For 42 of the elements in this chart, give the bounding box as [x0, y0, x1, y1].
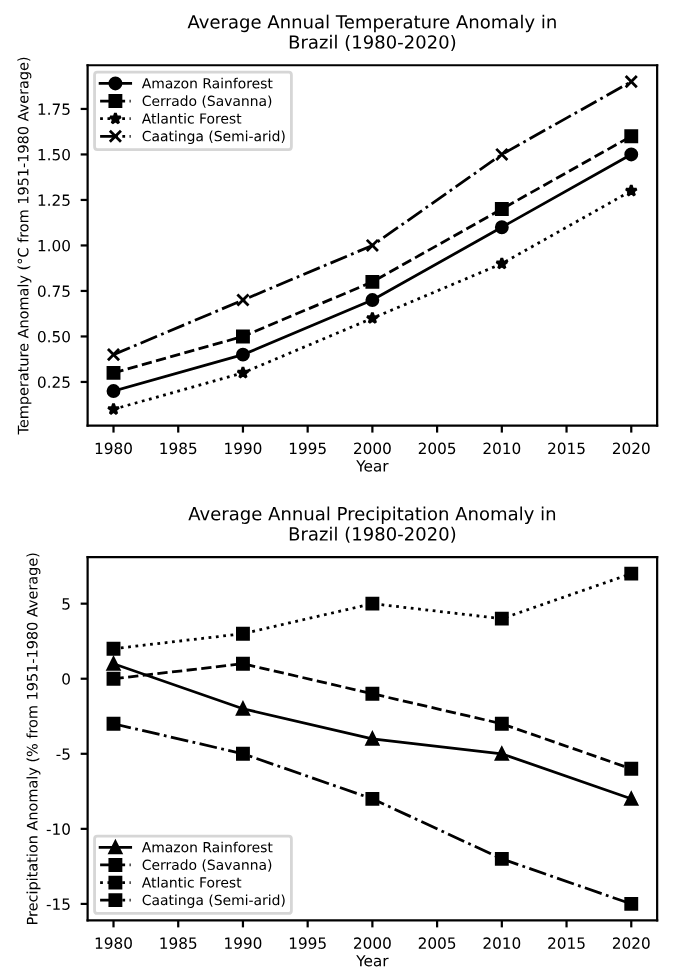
point — [106, 365, 121, 380]
point — [624, 896, 639, 911]
chart-title: Average Annual Precipitation Anomaly in Brazil (1980-2020) — [188, 506, 556, 543]
point — [106, 384, 121, 398]
point — [236, 626, 250, 641]
point — [494, 716, 509, 731]
point — [494, 202, 509, 216]
point — [106, 347, 121, 362]
point — [494, 611, 509, 626]
point — [236, 746, 250, 761]
point — [494, 746, 509, 761]
point — [365, 686, 380, 701]
point — [236, 656, 250, 671]
chart-title: Average Annual Temperature Anomaly in Brazil (1980-2020) — [187, 14, 556, 51]
point — [236, 347, 250, 362]
point — [236, 293, 250, 307]
point — [365, 293, 380, 307]
point — [624, 566, 639, 581]
point — [365, 596, 380, 611]
point — [106, 656, 121, 671]
point — [494, 220, 509, 235]
point — [365, 274, 380, 289]
point — [236, 701, 250, 716]
point — [365, 791, 380, 806]
point — [624, 147, 639, 162]
point — [106, 402, 121, 416]
point — [494, 851, 509, 866]
point — [624, 183, 638, 197]
point — [624, 761, 639, 776]
point — [365, 731, 380, 746]
point — [624, 791, 639, 806]
point — [365, 311, 380, 325]
point — [106, 641, 121, 656]
point — [236, 329, 250, 344]
point — [365, 238, 380, 253]
point — [624, 74, 639, 89]
point — [106, 716, 121, 731]
point — [236, 365, 250, 379]
point — [494, 147, 509, 162]
point — [106, 671, 121, 686]
point — [495, 256, 509, 270]
point — [624, 129, 639, 144]
